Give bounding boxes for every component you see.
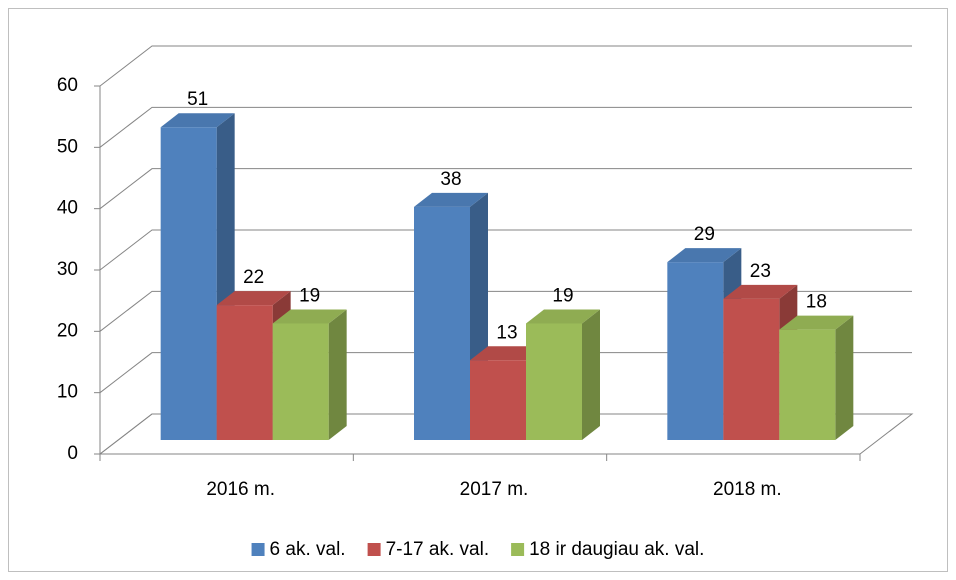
- bar-front: [667, 262, 724, 440]
- x-tick-label: 2016 m.: [206, 479, 275, 500]
- data-label: 22: [243, 267, 264, 288]
- bar-top: [272, 309, 347, 324]
- bar-top: [723, 284, 798, 299]
- bar-top: [779, 315, 854, 330]
- bar-top: [160, 113, 235, 128]
- bar-side: [328, 309, 347, 440]
- legend-label: 6 ak. val.: [270, 539, 346, 560]
- bar: [779, 315, 854, 440]
- x-tick-label: 2018 m.: [713, 479, 782, 500]
- y-tick-label: 0: [67, 443, 78, 464]
- bar-front: [216, 305, 273, 440]
- data-label: 19: [552, 285, 573, 306]
- y-tick-label: 30: [57, 259, 78, 280]
- bar-side: [582, 309, 600, 440]
- grid-line: [99, 45, 912, 87]
- bar-top: [414, 192, 488, 207]
- bar-front: [723, 298, 780, 440]
- bar-top: [470, 346, 544, 361]
- data-label: 18: [806, 292, 827, 313]
- bar-front: [272, 323, 329, 440]
- legend-swatch: [367, 543, 381, 556]
- grid-line: [99, 290, 912, 332]
- y-tick-label: 40: [57, 198, 78, 219]
- grid-line: [99, 413, 912, 455]
- data-label: 13: [496, 322, 517, 343]
- data-label: 19: [299, 285, 320, 306]
- legend-swatch: [251, 543, 265, 556]
- bar-front: [160, 127, 217, 440]
- legend-label: 18 ir daugiau ak. val.: [529, 539, 704, 560]
- grid-line: [99, 168, 912, 210]
- grid-line: [99, 106, 912, 148]
- bar-side: [835, 315, 854, 440]
- data-label: 23: [750, 261, 771, 282]
- y-tick-label: 10: [57, 382, 78, 403]
- bar-front: [414, 206, 470, 440]
- data-label: 29: [694, 224, 715, 245]
- bar-front: [779, 329, 836, 440]
- y-tick-label: 60: [57, 75, 78, 96]
- legend-label: 7-17 ak. val.: [386, 539, 490, 560]
- grid-line: [99, 352, 912, 394]
- data-label: 51: [187, 89, 208, 110]
- bar: [272, 309, 347, 440]
- x-tick-label: 2017 m.: [460, 479, 529, 500]
- grid-line: [99, 229, 912, 271]
- y-tick-label: 20: [57, 320, 78, 341]
- legend-swatch: [511, 543, 525, 556]
- bar-front: [526, 323, 582, 440]
- bar-top: [667, 248, 742, 263]
- bar-top: [216, 291, 291, 306]
- bar-top: [526, 309, 600, 324]
- data-label: 38: [440, 169, 461, 190]
- bar: [526, 309, 600, 440]
- bar-front: [470, 360, 526, 440]
- y-tick-label: 50: [57, 136, 78, 157]
